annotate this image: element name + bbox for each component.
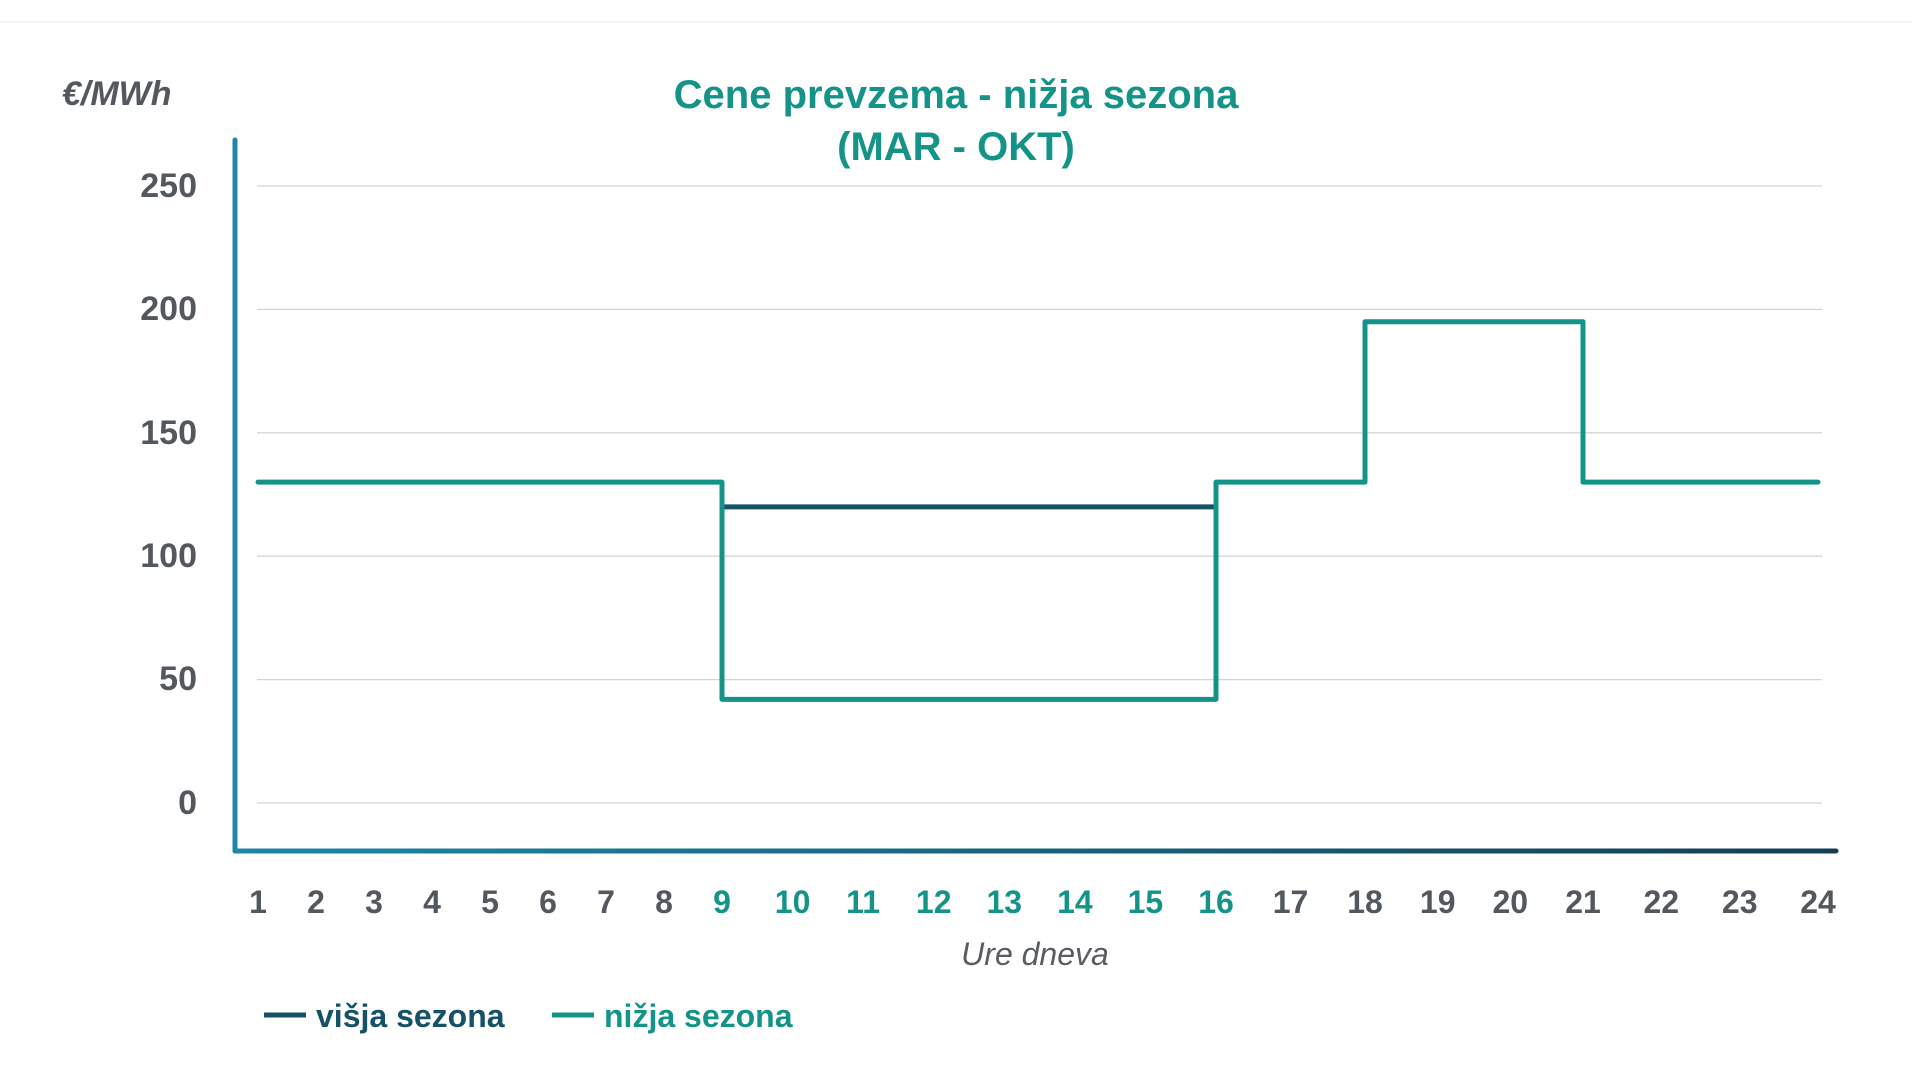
svg-text:5: 5 [481,884,499,920]
svg-text:21: 21 [1565,884,1601,920]
svg-text:2: 2 [307,884,325,920]
svg-text:200: 200 [140,290,197,328]
svg-text:9: 9 [713,884,731,920]
svg-text:10: 10 [775,884,811,920]
svg-text:16: 16 [1198,884,1234,920]
svg-text:4: 4 [423,884,441,920]
svg-text:3: 3 [365,884,383,920]
svg-text:20: 20 [1493,884,1529,920]
svg-text:12: 12 [916,884,952,920]
svg-text:22: 22 [1644,884,1680,920]
svg-text:17: 17 [1273,884,1309,920]
svg-text:24: 24 [1800,884,1836,920]
svg-text:250: 250 [140,167,197,205]
svg-text:18: 18 [1347,884,1383,920]
svg-text:0: 0 [178,784,197,822]
svg-text:Cene prevzema - nižja sezona: Cene prevzema - nižja sezona [674,73,1239,117]
svg-text:19: 19 [1420,884,1456,920]
svg-text:7: 7 [597,884,615,920]
svg-text:1: 1 [249,884,267,920]
svg-text:višja sezona: višja sezona [316,998,505,1034]
svg-text:8: 8 [655,884,673,920]
svg-text:Ure dneva: Ure dneva [961,936,1109,972]
svg-text:23: 23 [1722,884,1758,920]
svg-text:100: 100 [140,537,197,575]
svg-text:nižja sezona: nižja sezona [604,998,793,1034]
svg-text:13: 13 [987,884,1023,920]
svg-text:50: 50 [159,660,197,698]
svg-text:11: 11 [846,884,880,920]
svg-text:(MAR - OKT): (MAR - OKT) [837,125,1075,169]
svg-text:€/MWh: €/MWh [62,75,172,113]
svg-text:150: 150 [140,414,197,452]
svg-text:14: 14 [1057,884,1093,920]
svg-text:15: 15 [1128,884,1164,920]
svg-text:6: 6 [539,884,557,920]
